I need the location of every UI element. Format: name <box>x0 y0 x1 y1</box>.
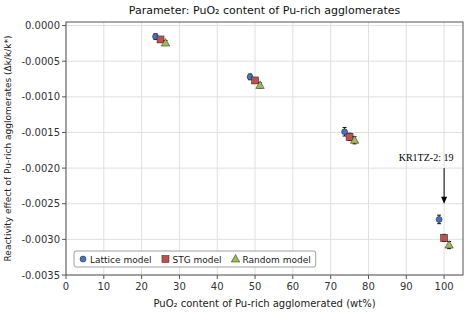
grid-line <box>66 96 463 97</box>
point <box>346 133 353 140</box>
grid <box>66 22 463 275</box>
tick-label: 10 <box>97 281 110 292</box>
series <box>153 34 443 224</box>
tick-mark <box>62 96 66 97</box>
tick-mark <box>292 275 293 279</box>
grid-line <box>66 132 463 133</box>
tick-mark <box>66 275 67 279</box>
tick-label: 0.0000 <box>25 20 60 31</box>
tick-mark <box>62 203 66 204</box>
tick-label: 80 <box>362 281 375 292</box>
point <box>256 81 264 89</box>
point <box>436 216 442 222</box>
plot-area <box>153 34 454 249</box>
grid-line <box>406 22 407 275</box>
tick-mark <box>179 275 180 279</box>
tick-mark <box>62 132 66 133</box>
arrow-head <box>441 197 447 204</box>
legend-label: Lattice model <box>90 255 151 265</box>
tick-label: 100 <box>435 281 454 292</box>
grid-line <box>292 22 293 275</box>
tick-mark <box>103 275 104 279</box>
grid-line <box>66 168 463 169</box>
grid-line <box>103 22 104 275</box>
legend: Lattice model STG model Random model <box>74 251 316 267</box>
plot-frame <box>66 22 463 275</box>
arrow-line <box>444 168 445 198</box>
title: Parameter: PuO₂ content of Pu-rich agglo… <box>129 4 401 17</box>
grid-line <box>141 22 142 275</box>
grid-line <box>255 22 256 275</box>
tick-mark <box>330 275 331 279</box>
error-bar <box>437 215 441 224</box>
tick-label: 30 <box>173 281 186 292</box>
legend-marker <box>162 256 169 263</box>
tick-label: 40 <box>211 281 224 292</box>
tick-mark <box>255 275 256 279</box>
grid-line <box>330 22 331 275</box>
point <box>252 77 259 84</box>
tick-label: 70 <box>324 281 337 292</box>
y-axis-label: Reactivity effect of Pu-rich agglomerate… <box>3 36 13 262</box>
series <box>161 39 453 249</box>
series <box>157 36 448 242</box>
grid-line <box>66 25 463 26</box>
tick-mark <box>444 275 445 279</box>
tick-mark <box>217 275 218 279</box>
annotation: KR1TZ-2: 19 <box>399 152 454 163</box>
legend-marker <box>231 255 239 263</box>
grid-line <box>368 22 369 275</box>
tick-label: 20 <box>135 281 148 292</box>
tick-label: -0.0035 <box>21 270 60 281</box>
tick-mark <box>406 275 407 279</box>
tick-label: -0.0005 <box>21 56 60 67</box>
tick-mark <box>368 275 369 279</box>
legend-box <box>74 251 316 267</box>
tick-mark <box>141 275 142 279</box>
background <box>0 0 473 313</box>
grid-line <box>66 61 463 62</box>
chart: 0.0000 -0.0005 -0.0010 -0.0015 -0.0020 -0.002… <box>0 0 473 313</box>
legend-marker <box>80 256 86 262</box>
legend-label: Random model <box>243 255 311 265</box>
grid-line <box>66 203 463 204</box>
point <box>441 234 448 241</box>
x-axis-label: PuO₂ content of Pu-rich agglomerated (wt… <box>153 298 375 309</box>
tick-mark <box>62 25 66 26</box>
grid-line <box>66 239 463 240</box>
tick-label: 0 <box>63 281 69 292</box>
tick-label: -0.0015 <box>21 127 60 138</box>
grid-line <box>217 22 218 275</box>
legend-label: STG model <box>172 255 221 265</box>
point <box>350 136 358 144</box>
point <box>157 36 164 43</box>
tick-label: -0.0030 <box>21 234 60 245</box>
tick-label: 50 <box>249 281 262 292</box>
tick-label: 90 <box>400 281 413 292</box>
tick-mark <box>62 168 66 169</box>
tick-label: -0.0025 <box>21 198 60 209</box>
tick-mark <box>62 239 66 240</box>
point <box>445 241 453 249</box>
tick-mark <box>62 275 66 276</box>
tick-label: -0.0010 <box>21 91 60 102</box>
point <box>161 39 169 47</box>
tick-label: -0.0020 <box>21 163 60 174</box>
grid-line <box>179 22 180 275</box>
tick-label: 60 <box>286 281 299 292</box>
tick-mark <box>62 61 66 62</box>
